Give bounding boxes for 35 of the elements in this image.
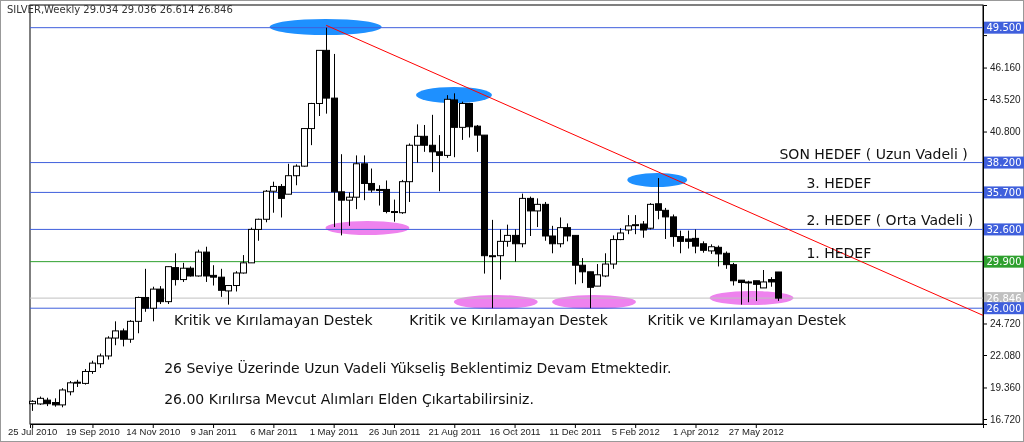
x-tick-label: 16 Oct 2011 [489,425,541,437]
x-tick-label: 1 May 2011 [309,425,359,437]
ref-line-label: 38.200 [986,157,1022,169]
ref-line-label: 35.700 [986,186,1022,198]
x-tick-label: 26 Jun 2011 [368,425,421,437]
x-tick-label: 5 Feb 2012 [611,425,660,437]
x-tick-label: 25 Jul 2010 [8,425,58,437]
x-tick-label: 27 May 2012 [728,425,784,437]
ref-line-label: 32.600 [986,223,1022,235]
y-tick-label: 16.720 [990,413,1022,425]
x-tick-label: 11 Dec 2011 [549,425,602,437]
x-tick-label: 9 Jan 2011 [190,425,237,437]
annotation: Kritik ve Kırılamayan Destek [409,312,609,328]
annotation: 26 Seviye Üzerinde Uzun Vadeli Yükseliş Beklentimiz Devam Etmektedir. [164,359,672,376]
y-tick-label: 43.520 [990,93,1022,105]
y-tick-label: 19.360 [990,382,1022,394]
annotation: 3. HEDEF [806,175,872,192]
x-tick-label: 14 Nov 2010 [126,425,181,437]
annotation: 2. HEDEF ( Orta Vadeli ) [806,212,974,229]
y-tick-label: 24.720 [990,318,1022,330]
ref-line-label: 29.900 [986,256,1022,268]
x-tick-label: 21 Aug 2011 [428,425,482,437]
x-tick-label: 1 Apr 2012 [673,425,719,437]
annotation: Kritik ve Kırılamayan Destek [647,312,847,328]
ref-line-label: 26.846 [986,292,1022,304]
x-tick-label: 6 Mar 2011 [250,425,298,437]
annotation: SON HEDEF ( Uzun Vadeli ) [779,145,968,162]
annotation: 26.00 Kırılırsa Mevcut Alımları Elden Çıkartabilirsiniz. [164,391,534,407]
annotation: Kritik ve Kırılamayan Destek [173,312,374,328]
y-tick-label: 46.160 [990,62,1022,74]
y-tick-label: 40.800 [990,126,1022,138]
x-tick-label: 19 Sep 2010 [66,425,120,437]
y-tick-label: 22.080 [990,349,1022,361]
ref-line-label: 49.500 [986,22,1022,34]
ref-line-label: 26.000 [986,302,1022,314]
